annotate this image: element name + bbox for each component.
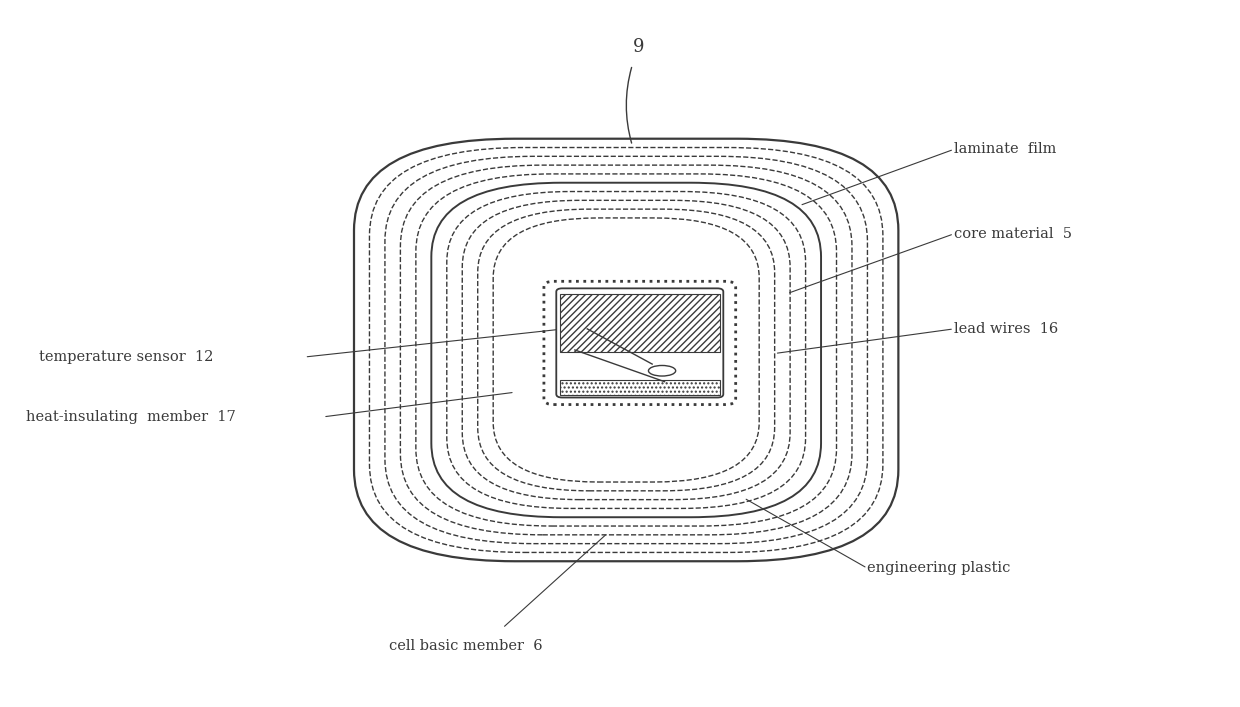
Text: 9: 9 [632,38,645,56]
Text: temperature sensor  12: temperature sensor 12 [38,350,213,364]
Bar [560,380,719,395]
Text: heat-insulating  member  17: heat-insulating member 17 [26,410,236,424]
Ellipse shape [649,366,676,376]
FancyBboxPatch shape [557,288,723,397]
Text: core material  5: core material 5 [954,227,1073,241]
Text: laminate  film: laminate film [954,142,1056,156]
Bar [560,294,719,352]
Text: cell basic member  6: cell basic member 6 [388,638,542,653]
Text: lead wires  16: lead wires 16 [954,322,1058,336]
Text: engineering plastic: engineering plastic [868,561,1011,575]
